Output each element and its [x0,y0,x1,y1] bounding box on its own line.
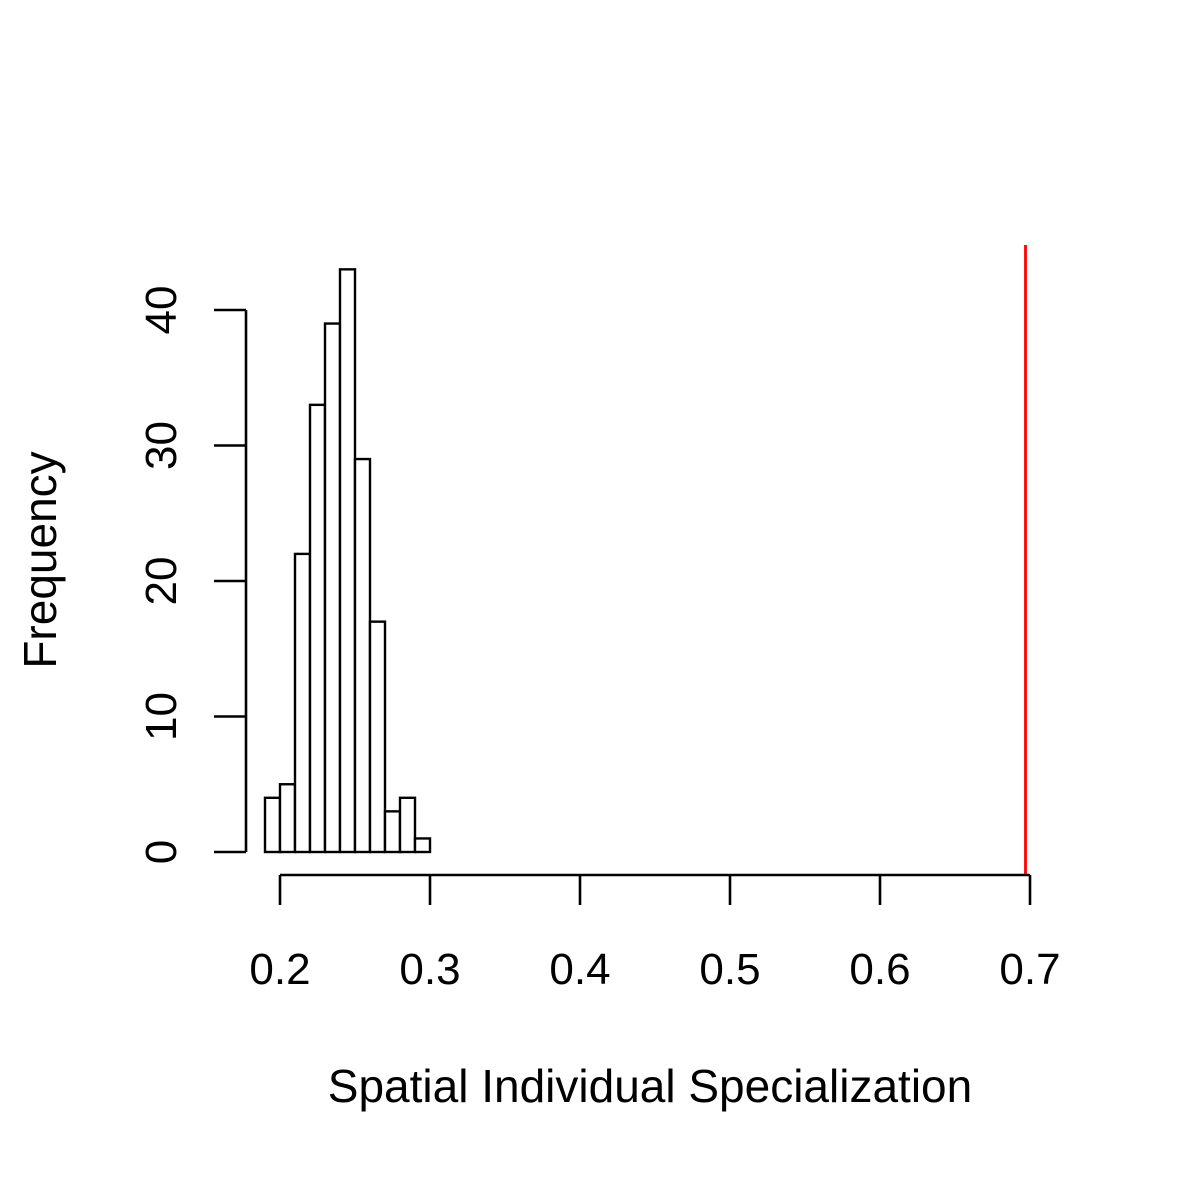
histogram-bar-4 [323,322,342,854]
histogram-bar-6 [353,457,372,854]
histogram-bar-8 [383,810,402,854]
histogram-bar-3 [308,403,327,854]
y-tick-label-3: 30 [137,421,186,470]
x-tick-label-0: 0.2 [249,945,310,994]
x-axis: 0.2 0.3 0.4 0.5 0.6 0.7 [249,873,1061,994]
histogram-bar-0 [263,796,282,854]
histogram-bar-9 [398,796,417,854]
x-tick-label-2: 0.4 [549,945,610,994]
x-tick-label-3: 0.5 [699,945,760,994]
x-tick-label-5: 0.7 [999,945,1060,994]
y-tick-label-4: 40 [137,286,186,335]
histogram-bar-5 [338,268,357,854]
y-tick-label-0: 0 [137,840,186,864]
x-tick-label-1: 0.3 [399,945,460,994]
histogram-bar-7 [368,620,387,854]
histogram-bar-1 [278,783,297,854]
y-tick-label-1: 10 [137,692,186,741]
y-axis-title: Frequency [14,451,66,668]
x-tick-label-4: 0.6 [849,945,910,994]
histogram-bars [263,268,432,854]
y-tick-label-2: 20 [137,557,186,606]
histogram-bar-10 [413,837,432,854]
histogram-bar-2 [293,552,312,854]
y-axis: 0 10 20 30 40 [137,286,248,864]
x-axis-title: Spatial Individual Specialization [328,1060,972,1112]
